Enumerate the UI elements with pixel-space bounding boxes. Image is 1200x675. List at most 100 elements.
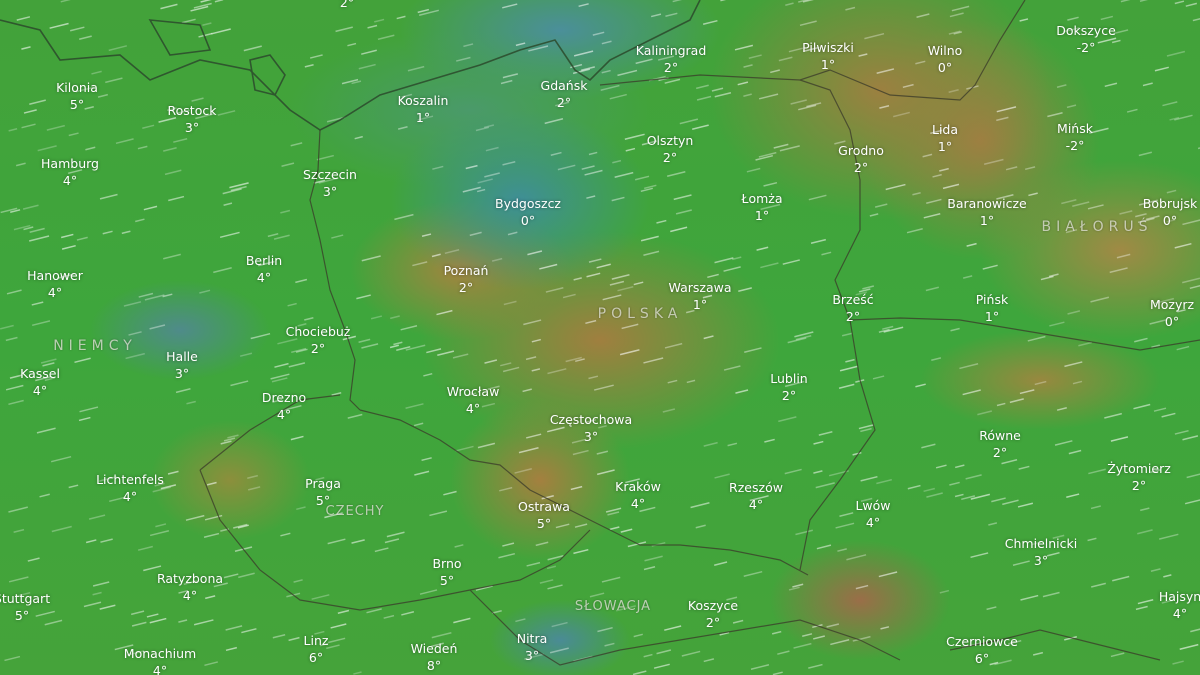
city-label[interactable]: Czerniowce 6° [946, 633, 1018, 667]
city-label[interactable]: Linz 6° [304, 632, 329, 666]
city-label[interactable]: Berlin 4° [246, 252, 282, 286]
wind-streak [503, 300, 517, 306]
city-label[interactable]: Dokszyce -2° [1056, 22, 1116, 56]
city-temperature: 4° [865, 515, 881, 530]
city-label[interactable]: Stuttgart 5° [0, 590, 50, 624]
city-label[interactable]: Koszyce 2° [688, 597, 738, 631]
city-label[interactable]: Nitra 3° [517, 630, 548, 664]
wind-streak [483, 124, 495, 129]
city-label[interactable]: Wilno 0° [928, 42, 963, 76]
wind-streak [8, 127, 18, 132]
city-label[interactable]: Grodno 2° [838, 142, 884, 176]
wind-streak [270, 373, 290, 380]
wind-streak [361, 49, 377, 55]
city-label[interactable]: Mozyrz 0° [1150, 296, 1194, 330]
wind-streak [1008, 639, 1022, 645]
city-label[interactable]: Hajsyn 4° [1159, 588, 1200, 622]
border-czech [359, 409, 809, 576]
wind-streak [723, 365, 741, 371]
wind-streak [1109, 267, 1128, 274]
wind-streak [922, 153, 933, 158]
city-label[interactable]: Lublin 2° [770, 370, 807, 404]
wind-streak [818, 431, 833, 436]
city-label[interactable]: Olsztyn 2° [647, 132, 694, 166]
city-label[interactable]: Kaliningrad 2° [636, 42, 707, 76]
city-label[interactable]: Równe 2° [979, 427, 1021, 461]
city-label[interactable]: Chmielnicki 3° [1005, 535, 1077, 569]
city-name: Monachium [123, 646, 197, 661]
city-label[interactable]: Ratyzbona 4° [157, 570, 223, 604]
city-label[interactable]: Praga 5° [305, 475, 341, 509]
city-label[interactable]: Kassel 4° [20, 365, 60, 399]
city-label[interactable]: Wrocław 4° [447, 383, 500, 417]
wind-streak [146, 613, 159, 618]
city-temperature: 8° [426, 658, 442, 673]
city-label[interactable]: Żytomierz 2° [1107, 460, 1171, 494]
wind-streak [361, 343, 379, 349]
city-label[interactable]: Baranowicze 1° [947, 195, 1026, 229]
wind-streak [500, 362, 512, 367]
wind-streak [719, 631, 730, 636]
city-label[interactable]: Bobrujsk 0° [1143, 195, 1197, 229]
wind-streak [351, 539, 365, 544]
city-label[interactable]: Chociebuż 2° [286, 323, 351, 357]
city-label[interactable]: Warszawa 1° [669, 279, 732, 313]
wind-streak [547, 368, 567, 375]
wind-streak [690, 502, 710, 509]
city-label[interactable]: Szczecin 3° [303, 166, 357, 200]
city-name: Brześć [832, 292, 874, 307]
wind-streak [845, 358, 855, 363]
city-label[interactable]: Lida 1° [932, 121, 958, 155]
wind-streak [331, 234, 344, 239]
wind-streak [1017, 502, 1034, 508]
city-label[interactable]: Bydgoszcz 0° [495, 195, 561, 229]
city-label[interactable]: Pilwiszki 1° [802, 39, 854, 73]
wind-streak [304, 317, 314, 321]
wind-streak [643, 250, 660, 256]
wind-streak [802, 633, 813, 637]
wind-streak [85, 146, 96, 151]
wind-streak [144, 294, 165, 301]
city-label[interactable]: Brno 5° [432, 555, 461, 589]
city-label[interactable]: Mińsk -2° [1057, 120, 1093, 154]
city-label[interactable]: Rostock 3° [168, 102, 217, 136]
city-label[interactable]: Koszalin 1° [398, 92, 449, 126]
wind-streak [149, 617, 167, 624]
city-label[interactable]: Lwów 4° [855, 497, 890, 531]
city-label[interactable]: Kraków 4° [615, 478, 661, 512]
border-ukraine-south [949, 629, 1161, 661]
city-label[interactable]: Łomża 1° [741, 190, 782, 224]
wind-streak [615, 605, 636, 612]
city-label[interactable]: Wiedeń 8° [411, 640, 458, 674]
city-label[interactable]: Brześć 2° [832, 291, 873, 325]
city-label[interactable]: Hamburg 4° [41, 155, 99, 189]
city-label[interactable]: Poznań 2° [444, 262, 489, 296]
wind-streak [1146, 215, 1160, 221]
city-label[interactable]: Halle 3° [166, 348, 198, 382]
wind-streak [758, 151, 777, 158]
wind-streak [656, 649, 672, 655]
city-label[interactable]: Częstochowa 3° [550, 411, 632, 445]
wind-streak [565, 356, 582, 363]
city-label[interactable]: Hanower 4° [27, 267, 83, 301]
wind-streak [547, 584, 563, 590]
wind-streak [1088, 468, 1106, 475]
wind-streak [551, 621, 568, 628]
city-label[interactable]: Rzeszów 4° [729, 479, 783, 513]
city-name: Nitra [516, 631, 548, 646]
city-name: Dokszyce [1056, 23, 1116, 38]
city-label[interactable]: Drezno 4° [262, 389, 306, 423]
wind-streak [764, 438, 775, 443]
wind-streak [555, 101, 570, 107]
city-label[interactable]: Ostrawa 5° [518, 498, 570, 532]
city-label[interactable]: Gdańsk 2° [541, 77, 588, 111]
city-label[interactable]: Monachium 4° [124, 645, 196, 675]
wind-streak [787, 337, 807, 344]
wind-streak [49, 22, 69, 29]
city-label[interactable]: Pińsk 1° [976, 291, 1008, 325]
city-label[interactable]: Lichtenfels 4° [96, 471, 164, 505]
city-label[interactable]: Kilonia 5° [56, 79, 98, 113]
wind-streak [596, 263, 611, 269]
wind-streak [643, 653, 653, 658]
